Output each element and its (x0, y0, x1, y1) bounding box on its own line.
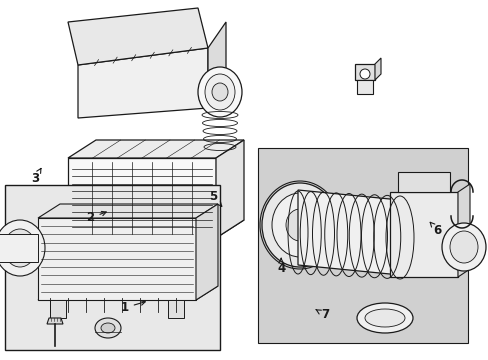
Polygon shape (78, 48, 207, 118)
Ellipse shape (449, 231, 477, 263)
Polygon shape (38, 204, 218, 218)
Polygon shape (457, 184, 469, 277)
Ellipse shape (262, 183, 337, 267)
Polygon shape (47, 318, 63, 324)
Ellipse shape (198, 67, 242, 117)
Text: 5: 5 (208, 190, 222, 206)
Polygon shape (207, 22, 225, 108)
Ellipse shape (212, 83, 227, 101)
Polygon shape (389, 192, 457, 277)
Polygon shape (216, 140, 244, 238)
Ellipse shape (359, 69, 369, 79)
Polygon shape (354, 64, 374, 80)
Polygon shape (50, 300, 66, 318)
Ellipse shape (0, 220, 45, 276)
Polygon shape (0, 234, 38, 262)
Text: 3: 3 (31, 168, 41, 185)
Polygon shape (68, 220, 244, 238)
Ellipse shape (271, 193, 327, 257)
Ellipse shape (101, 323, 115, 333)
Ellipse shape (364, 309, 404, 327)
Polygon shape (196, 204, 218, 300)
Polygon shape (68, 8, 207, 65)
Polygon shape (38, 286, 218, 300)
Polygon shape (356, 80, 372, 94)
Ellipse shape (204, 74, 235, 110)
Polygon shape (397, 172, 449, 192)
Ellipse shape (441, 223, 485, 271)
Polygon shape (5, 185, 220, 350)
Ellipse shape (285, 209, 313, 241)
Text: 4: 4 (277, 258, 285, 275)
Polygon shape (68, 158, 216, 238)
Polygon shape (374, 58, 380, 80)
Text: 2: 2 (86, 211, 106, 224)
Text: 7: 7 (315, 309, 328, 321)
Polygon shape (258, 148, 467, 343)
Ellipse shape (95, 318, 121, 338)
Polygon shape (168, 300, 183, 318)
Ellipse shape (4, 229, 36, 267)
Ellipse shape (356, 303, 412, 333)
Polygon shape (68, 140, 244, 158)
Text: 6: 6 (429, 222, 441, 237)
Polygon shape (297, 190, 399, 275)
Polygon shape (38, 218, 196, 300)
Text: 1: 1 (121, 301, 145, 314)
